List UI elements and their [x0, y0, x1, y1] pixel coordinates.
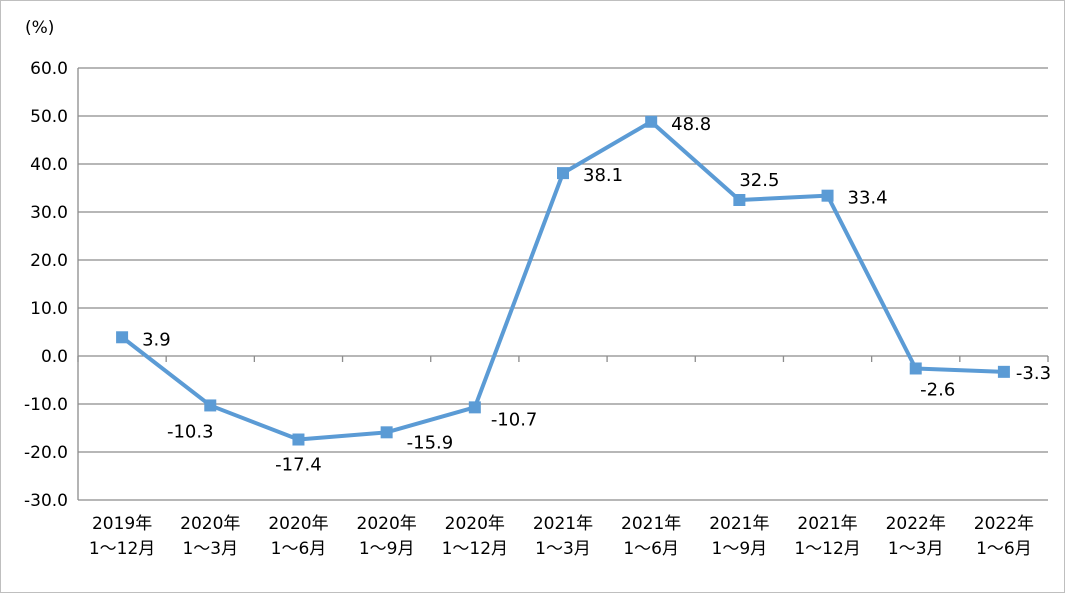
x-category-label-year: 2022年: [974, 514, 1034, 534]
data-label: -17.4: [275, 455, 322, 476]
y-tick-label: 30.0: [30, 203, 68, 223]
y-tick-label: -20.0: [24, 443, 68, 463]
x-axis-categories: 2019年 1～12月 2020年 1～3月 2020年 1～6月 2020年 1～9月 202…: [89, 514, 1034, 559]
y-tick-label: 20.0: [30, 251, 68, 271]
y-axis-ticks: 60.0 50.0 40.0 30.0 20.0 10.0 0.0 -10.0 -20.0 -30…: [24, 59, 68, 511]
data-point-marker: [204, 399, 217, 412]
data-label: -10.3: [167, 421, 214, 442]
x-category-label-year: 2021年: [709, 514, 769, 534]
x-category-label-period: 1～9月: [359, 539, 415, 559]
x-category-label-period: 1～12月: [442, 539, 508, 559]
x-category-label-period: 1～3月: [182, 539, 238, 559]
data-point-marker: [821, 189, 834, 202]
y-tick-label: 0.0: [41, 347, 68, 367]
data-point-marker: [557, 167, 569, 180]
x-category-label-year: 2020年: [268, 514, 328, 534]
x-category-label-year: 2020年: [180, 514, 240, 534]
x-category-label-year: 2019年: [92, 514, 152, 534]
y-tick-label: -30.0: [24, 491, 68, 511]
x-category-label-period: 1～3月: [888, 539, 944, 559]
grid-lines: [77, 67, 1049, 501]
y-tick-label: -10.0: [24, 395, 68, 415]
y-tick-label: 50.0: [30, 107, 68, 127]
x-category-label-period: 1～3月: [535, 539, 591, 559]
y-tick-label: 60.0: [30, 59, 68, 79]
data-point-marker: [733, 194, 746, 206]
data-label: 33.4: [848, 188, 888, 209]
y-tick-label: 10.0: [30, 299, 68, 319]
y-tick-label: 40.0: [30, 155, 68, 175]
data-point-marker: [645, 115, 658, 128]
x-category-label-period: 1～12月: [794, 539, 860, 559]
series: [116, 115, 1010, 446]
x-category-label-year: 2021年: [533, 514, 593, 534]
data-label: -10.7: [491, 409, 538, 430]
x-category-label-period: 1～6月: [976, 539, 1032, 559]
x-category-label-year: 2021年: [621, 514, 681, 534]
x-category-label-year: 2020年: [445, 514, 505, 534]
data-label: 38.1: [583, 165, 623, 186]
data-point-marker: [116, 331, 129, 344]
data-label: -15.9: [407, 432, 454, 453]
data-label: -2.6: [920, 379, 955, 400]
data-point-marker: [468, 401, 481, 414]
data-labels: 3.9 -10.3 -17.4 -15.9 -10.7 38.1 48.8 32.5 33.4 -…: [142, 114, 1051, 476]
x-category-label-year: 2021年: [797, 514, 857, 534]
x-category-label-period: 1～12月: [89, 539, 155, 559]
x-category-label-period: 1～9月: [712, 539, 768, 559]
data-point-marker: [380, 426, 393, 439]
data-point-marker: [292, 433, 305, 446]
x-category-label-period: 1～6月: [271, 539, 327, 559]
data-point-marker: [909, 362, 922, 375]
data-label: 48.8: [671, 114, 711, 135]
data-point-marker: [997, 365, 1010, 378]
x-category-label-period: 1～6月: [623, 539, 679, 559]
data-label: -3.3: [1016, 363, 1051, 384]
x-category-label-year: 2020年: [357, 514, 417, 534]
x-category-label-year: 2022年: [886, 514, 946, 534]
data-label: 32.5: [739, 170, 779, 191]
data-label: 3.9: [142, 329, 171, 350]
y-unit-label: (%): [25, 18, 54, 38]
